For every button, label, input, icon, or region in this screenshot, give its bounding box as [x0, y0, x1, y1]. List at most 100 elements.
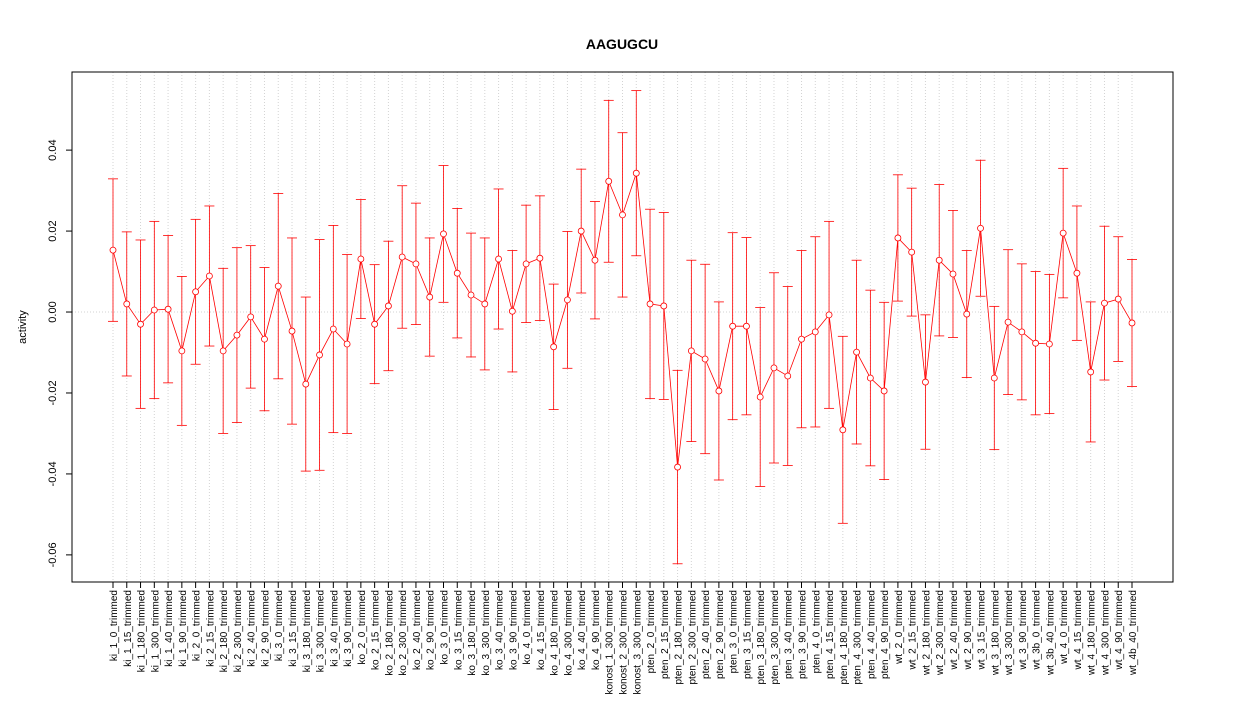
- x-tick-label: pten_3_90_trimmed: [798, 590, 809, 679]
- data-point: [963, 310, 971, 318]
- data-point: [715, 387, 723, 395]
- x-tick-label: wt_3_300_trimmed: [1004, 590, 1015, 676]
- x-tick-label: pten_3_40_trimmed: [784, 590, 795, 679]
- data-point: [137, 320, 144, 328]
- x-tick-label: pten_3_180_trimmed: [756, 590, 767, 685]
- x-tick-label: ko_2_300_trimmed: [398, 590, 409, 676]
- data-point: [674, 463, 681, 471]
- x-tick-label: ki_3_0_trimmed: [274, 590, 285, 661]
- x-tick-label: wt_3b_0_trimmed: [1032, 590, 1043, 670]
- x-tick-label: wt_4_90_trimmed: [1114, 590, 1125, 670]
- x-tick-label: ko_4_40_trimmed: [577, 590, 588, 670]
- x-tick-label: ki_2_0_trimmed: [192, 590, 203, 661]
- x-tick-label: wt_3b_40_trimmed: [1045, 590, 1056, 676]
- x-tick-label: ko_3_0_trimmed: [439, 590, 450, 664]
- data-point: [1114, 295, 1122, 303]
- data-point: [1073, 269, 1081, 277]
- x-tick-label: ko_3_180_trimmed: [467, 590, 478, 676]
- data-point: [357, 255, 365, 263]
- data-point: [577, 227, 585, 235]
- x-tick-label: ko_3_90_trimmed: [508, 590, 519, 670]
- x-tick-label: ki_1_0_trimmed: [109, 590, 120, 661]
- x-tick-label: ko_3_15_trimmed: [453, 590, 464, 670]
- y-tick-label: 0.04: [47, 139, 59, 160]
- x-tick-label: wt_3_90_trimmed: [1018, 590, 1029, 670]
- data-point: [109, 246, 117, 254]
- data-point: [1101, 299, 1108, 307]
- data-point: [164, 305, 172, 313]
- x-tick-label: pten_2_180_trimmed: [674, 590, 685, 685]
- data-point: [1004, 318, 1012, 326]
- x-tick-label: konost_3_300_trimmed: [632, 590, 643, 695]
- x-tick-label: ki_2_40_trimmed: [247, 590, 258, 667]
- data-point: [1018, 328, 1026, 336]
- data-point: [453, 269, 461, 277]
- x-tick-label: wt_4_15_trimmed: [1073, 590, 1084, 670]
- data-point: [536, 254, 544, 262]
- data-point: [564, 296, 571, 304]
- x-tick-label: wt_3_180_trimmed: [990, 590, 1001, 676]
- x-tick-label: pten_3_15_trimmed: [742, 590, 753, 679]
- data-point: [178, 347, 186, 355]
- x-tick-label: ki_3_40_trimmed: [329, 590, 340, 667]
- data-point: [894, 234, 902, 242]
- x-tick-label: ko_4_300_trimmed: [563, 590, 574, 676]
- data-point: [908, 248, 916, 256]
- data-point: [150, 306, 158, 314]
- data-point: [288, 327, 296, 335]
- x-tick-label: ki_2_90_trimmed: [260, 590, 271, 667]
- x-tick-label: wt_4_180_trimmed: [1087, 590, 1098, 676]
- x-tick-label: ko_4_15_trimmed: [536, 590, 547, 670]
- x-tick-label: ko_3_300_trimmed: [481, 590, 492, 676]
- data-point: [632, 169, 640, 177]
- x-tick-label: ki_1_15_trimmed: [123, 590, 134, 667]
- data-point: [935, 256, 943, 264]
- data-point: [1087, 368, 1095, 376]
- data-point: [880, 387, 888, 395]
- x-tick-label: wt_4_0_trimmed: [1059, 590, 1070, 665]
- data-point: [687, 347, 695, 355]
- x-tick-label: wt_2_40_trimmed: [949, 590, 960, 670]
- data-point: [729, 322, 737, 330]
- x-tick-label: ko_2_40_trimmed: [412, 590, 423, 670]
- data-point: [591, 256, 599, 264]
- y-tick-label: -0.06: [47, 542, 59, 567]
- data-point: [839, 426, 847, 434]
- data-point: [756, 393, 764, 401]
- data-point: [853, 348, 860, 356]
- data-point: [398, 253, 406, 261]
- x-tick-label: pten_3_300_trimmed: [770, 590, 781, 685]
- x-tick-label: ko_4_180_trimmed: [550, 590, 561, 676]
- data-point: [784, 372, 792, 380]
- x-tick-label: wt_2_0_trimmed: [894, 590, 905, 665]
- data-point: [495, 255, 502, 263]
- data-point: [343, 340, 351, 348]
- data-point: [977, 224, 984, 232]
- data-point: [825, 311, 833, 319]
- data-point: [316, 351, 323, 359]
- data-point: [1059, 229, 1067, 237]
- x-tick-label: ko_2_180_trimmed: [384, 590, 395, 676]
- data-point: [798, 335, 805, 343]
- y-axis-label: activity: [17, 310, 29, 344]
- x-tick-label: pten_2_300_trimmed: [687, 590, 698, 685]
- y-tick-label: 0.00: [47, 301, 59, 322]
- x-tick-label: ko_2_15_trimmed: [371, 590, 382, 670]
- x-tick-label: ko_2_0_trimmed: [357, 590, 368, 664]
- x-tick-label: wt_3_15_trimmed: [977, 590, 988, 670]
- x-tick-label: ki_2_180_trimmed: [219, 590, 230, 672]
- data-point: [701, 355, 709, 363]
- data-point: [1128, 319, 1136, 327]
- x-tick-label: ko_2_90_trimmed: [426, 590, 437, 670]
- x-tick-label: ki_1_90_trimmed: [178, 590, 189, 667]
- data-point: [219, 347, 227, 355]
- x-tick-label: ki_1_180_trimmed: [137, 590, 148, 672]
- y-tick-label: -0.02: [47, 380, 59, 405]
- x-tick-label: ko_4_90_trimmed: [591, 590, 602, 670]
- data-point: [123, 300, 131, 308]
- data-point: [412, 260, 420, 268]
- data-point: [261, 335, 268, 343]
- y-tick-label: -0.04: [47, 461, 59, 486]
- data-point: [811, 328, 819, 336]
